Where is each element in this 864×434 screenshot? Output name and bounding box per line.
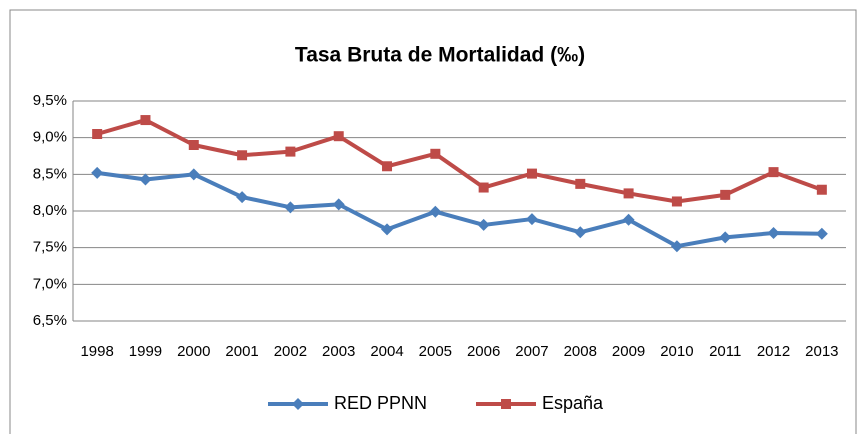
x-tick-label: 2003	[322, 343, 355, 360]
x-tick-label: 2013	[805, 343, 838, 360]
data-point	[92, 129, 103, 139]
data-point	[622, 213, 635, 226]
x-tick-label: 2007	[515, 343, 548, 360]
x-tick-label: 1999	[129, 343, 162, 360]
y-tick-label: 6,5%	[33, 312, 67, 329]
data-point	[574, 226, 587, 239]
data-point	[139, 173, 152, 186]
data-point	[187, 168, 200, 181]
data-point	[525, 213, 538, 226]
x-tick-label: 2009	[612, 343, 645, 360]
y-tick-label: 8,5%	[33, 165, 67, 182]
chart-title: Tasa Bruta de Mortalidad (‰)	[295, 44, 585, 67]
y-tick-label: 7,5%	[33, 239, 67, 256]
data-point	[623, 188, 634, 199]
data-point	[333, 131, 344, 142]
data-point	[140, 115, 151, 126]
y-tick-label: 9,5%	[33, 92, 67, 109]
series-line	[96, 170, 822, 249]
x-tick-label: 2001	[225, 343, 258, 360]
data-point	[670, 240, 683, 253]
data-point	[767, 227, 780, 239]
x-tick-label: 2004	[370, 343, 403, 360]
series-line	[96, 118, 823, 204]
x-tick-label: 2005	[419, 343, 452, 360]
data-point	[815, 227, 828, 240]
legend-label: RED PPNN	[334, 393, 427, 413]
data-point	[575, 178, 586, 189]
data-point	[719, 231, 732, 244]
data-point	[381, 223, 394, 236]
y-tick-label: 7,0%	[33, 275, 67, 292]
legend-marker	[292, 398, 304, 410]
x-tick-label: 2002	[274, 343, 307, 360]
x-tick-label: 2011	[709, 343, 741, 360]
data-point	[285, 146, 296, 157]
data-point	[430, 148, 441, 159]
data-point	[768, 167, 779, 178]
data-point	[236, 191, 249, 204]
data-point	[429, 205, 442, 218]
data-point	[237, 150, 248, 161]
y-tick-label: 9,0%	[33, 129, 67, 146]
x-tick-label: 2000	[177, 343, 210, 360]
y-tick-label: 8,0%	[33, 202, 67, 219]
x-tick-label: 2012	[757, 343, 790, 360]
data-point	[91, 166, 104, 179]
chart-border	[9, 9, 857, 434]
x-tick-label: 2008	[564, 343, 597, 360]
data-point	[284, 201, 297, 214]
data-point	[478, 182, 489, 193]
data-point	[332, 198, 345, 211]
data-point	[526, 168, 537, 179]
data-point	[671, 196, 682, 207]
data-point	[816, 184, 827, 195]
x-tick-label: 1998	[80, 343, 113, 360]
x-tick-label: 2006	[467, 343, 500, 360]
data-point	[188, 140, 199, 150]
legend-label: España	[542, 393, 604, 413]
legend-marker	[501, 399, 511, 409]
x-tick-label: 2010	[660, 343, 693, 360]
data-point	[382, 161, 393, 172]
data-point	[477, 218, 490, 231]
data-point	[720, 189, 731, 200]
